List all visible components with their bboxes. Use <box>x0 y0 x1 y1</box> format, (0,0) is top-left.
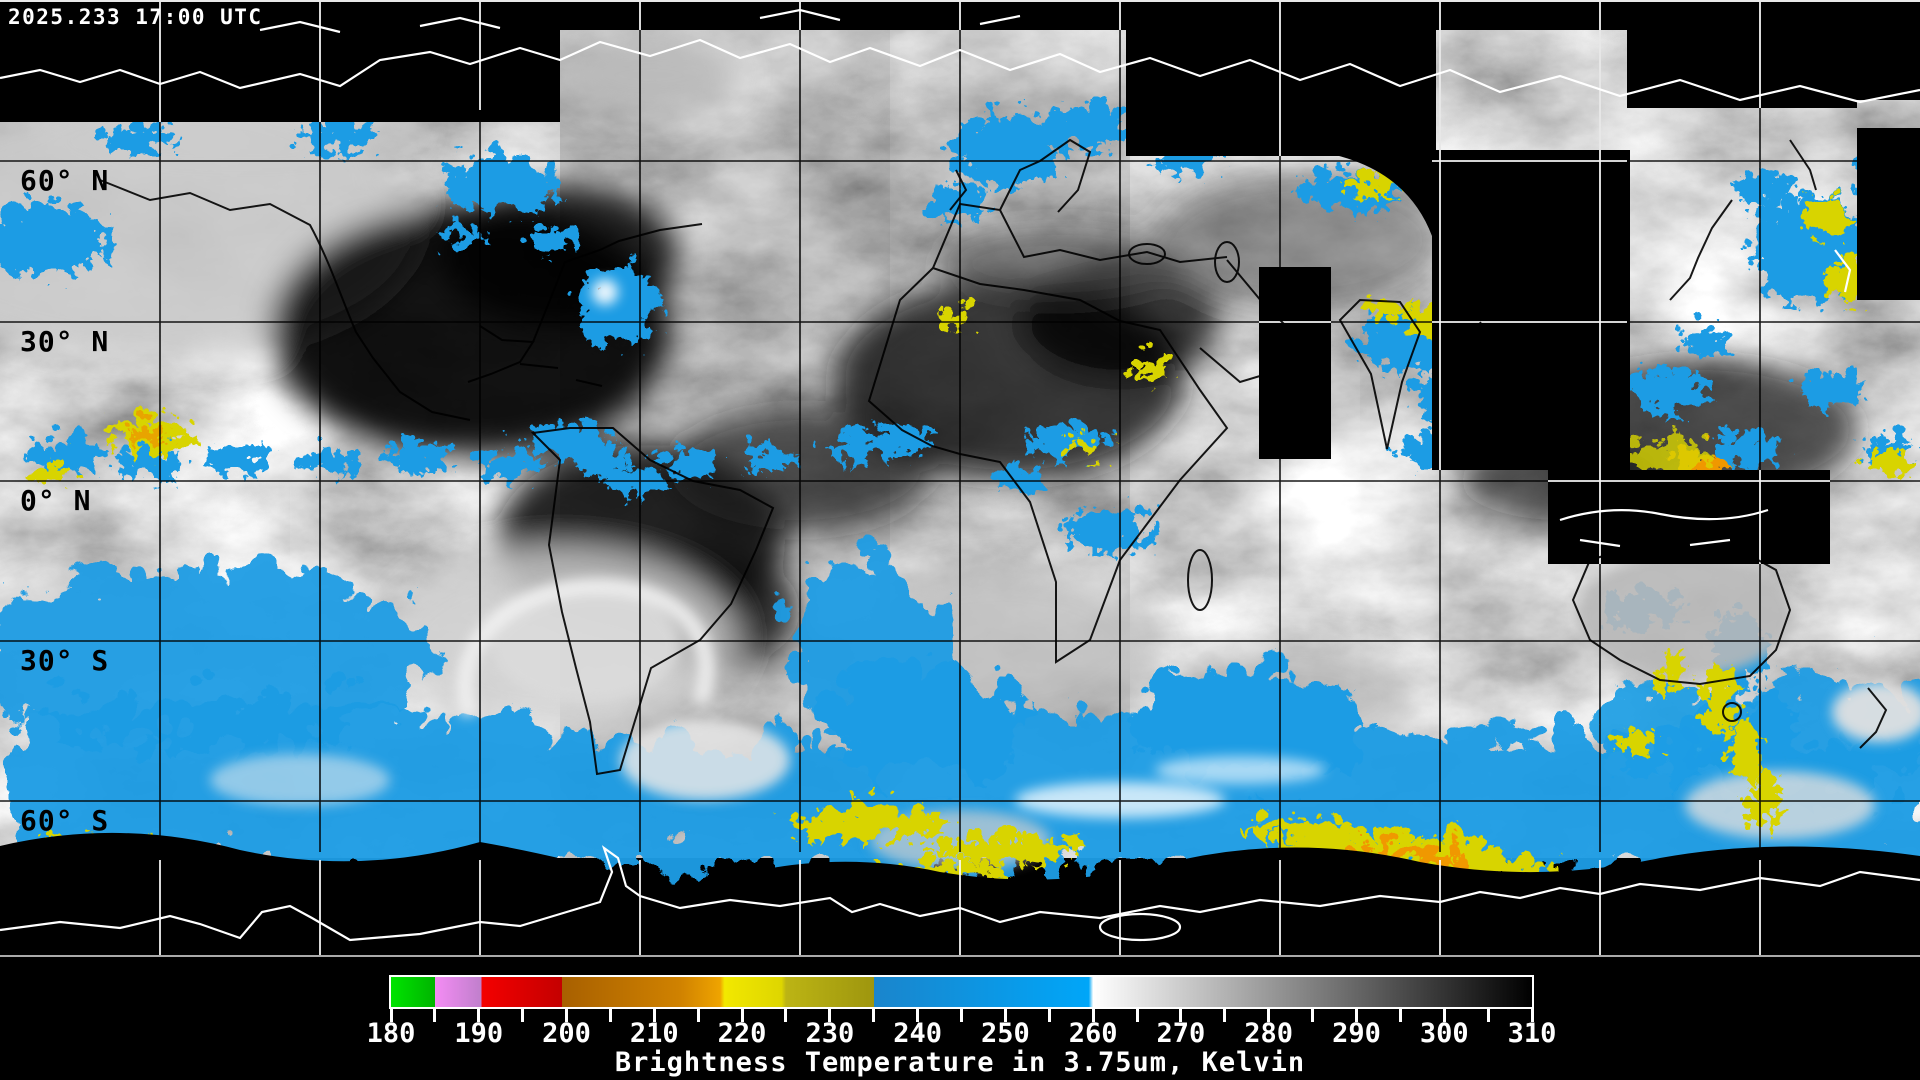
colorbar-tick <box>1135 1009 1139 1022</box>
latitude-label: 0° N <box>20 484 92 517</box>
colorbar-tick <box>740 1009 744 1022</box>
colorbar-tick-label: 210 <box>629 1018 679 1049</box>
satellite-map: 2025.233 17:00 UTC 60° N 30° N 0° N 30° S 60… <box>0 0 1920 958</box>
colorbar-tick <box>608 1009 612 1022</box>
colorbar-tick <box>477 1009 481 1022</box>
colorbar-tick-label: 200 <box>542 1018 591 1049</box>
colorbar-tick-label: 220 <box>717 1018 767 1049</box>
colorbar-tick <box>1311 1009 1315 1022</box>
colorbar-tick <box>1398 1009 1402 1022</box>
satellite-imagery <box>0 0 1920 955</box>
colorbar-tick <box>1486 1009 1490 1022</box>
colorbar-tick-label: 310 <box>1507 1018 1557 1049</box>
latitude-label: 30° S <box>20 644 110 677</box>
colorbar-tick-label: 270 <box>1156 1018 1206 1049</box>
colorbar-tick-label: 290 <box>1332 1018 1381 1049</box>
colorbar-tick <box>652 1009 656 1022</box>
colorbar-tick <box>1354 1009 1358 1022</box>
latitude-label: 60° S <box>20 804 110 837</box>
coastlines-dark <box>99 138 1888 776</box>
colorbar-tick <box>433 1009 437 1022</box>
colorbar-tick-label: 240 <box>893 1018 942 1049</box>
colorbar-tick-label: 180 <box>366 1018 416 1049</box>
colorbar-tick-label: 260 <box>1068 1018 1118 1049</box>
colorbar-tick <box>872 1009 876 1022</box>
map-top-border <box>0 0 1920 2</box>
colorbar-tick <box>565 1009 569 1022</box>
colorbar-tick <box>1442 1009 1446 1022</box>
colorbar-tick-label: 190 <box>454 1018 504 1049</box>
colorbar-tick-label: 280 <box>1244 1018 1294 1049</box>
colorbar-tick <box>916 1009 920 1022</box>
colorbar-tick <box>1223 1009 1227 1022</box>
latitude-label: 60° N <box>20 164 110 197</box>
colorbar-tick <box>1267 1009 1271 1022</box>
colorbar-tick <box>1047 1009 1051 1022</box>
colorbar-tick-label: 230 <box>805 1018 855 1049</box>
latitude-label: 30° N <box>20 325 110 358</box>
colorbar-tick <box>1091 1009 1095 1022</box>
colorbar-tick <box>828 1009 832 1022</box>
colorbar <box>389 975 1534 1009</box>
colorbar-tick <box>1003 1009 1007 1022</box>
colorbar-caption: Brightness Temperature in 3.75um, Kelvin <box>614 1047 1306 1078</box>
map-bottom-border <box>0 955 1920 957</box>
colorbar-tick <box>389 1009 393 1022</box>
colorbar-tick <box>696 1009 700 1022</box>
colorbar-tick-label: 300 <box>1419 1018 1469 1049</box>
colorbar-tick <box>784 1009 788 1022</box>
colorbar-tick <box>521 1009 525 1022</box>
colorbar-tick <box>1530 1009 1534 1022</box>
coastlines-light <box>0 8 1920 942</box>
colorbar-tick <box>1179 1009 1183 1022</box>
colorbar-tick-label: 250 <box>980 1018 1030 1049</box>
timestamp-label: 2025.233 17:00 UTC <box>8 5 263 29</box>
colorbar-tick <box>960 1009 963 1022</box>
